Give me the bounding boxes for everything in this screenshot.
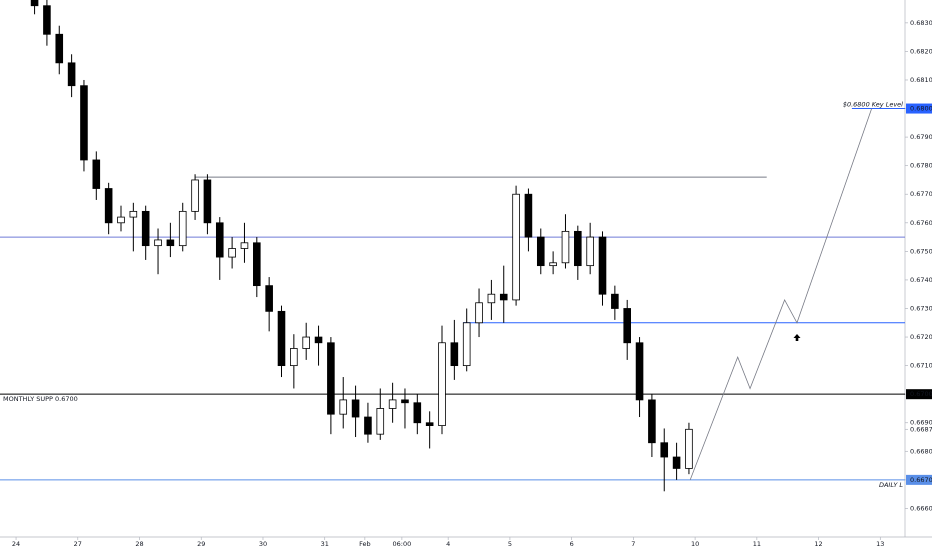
candle-body (376, 408, 385, 435)
candle-body (154, 239, 162, 247)
x-tick-label: Feb (359, 540, 371, 548)
x-tick-label: 29 (197, 540, 205, 548)
candle-body (92, 159, 101, 189)
candle-body (648, 399, 656, 444)
candle-body (290, 348, 298, 367)
candle-body (574, 230, 582, 267)
x-tick-label: 12 (814, 540, 822, 548)
candle-body (524, 193, 533, 238)
candle-body (549, 262, 557, 267)
candle-body (499, 293, 508, 301)
candle-body (401, 399, 409, 404)
candle-body (80, 85, 88, 161)
level-label: $0.6800 Key Level (843, 101, 903, 109)
x-tick-label: 7 (631, 540, 635, 548)
candle-body (178, 210, 187, 247)
price-tag (906, 389, 932, 400)
up-arrow (793, 334, 801, 341)
candle-body (327, 342, 335, 415)
candle-body (228, 248, 236, 258)
x-tick-label: 27 (74, 540, 82, 548)
candle-body (30, 0, 39, 7)
x-tick-label: 5 (508, 540, 512, 548)
x-tick-label: 06:00 (393, 540, 412, 548)
x-tick-label: 11 (753, 540, 761, 548)
candle-body (635, 342, 644, 401)
candle-body (425, 422, 434, 427)
candle-body (253, 242, 261, 287)
candle-body (512, 193, 520, 301)
candle-body (438, 342, 446, 427)
x-tick-label: 31 (321, 540, 329, 548)
candle-body (141, 210, 150, 247)
y-tick-label: 0.66877 (910, 425, 932, 433)
candle-body (685, 428, 693, 469)
candle-body (586, 236, 594, 267)
candle-body (611, 293, 619, 309)
level-label: MONTHLY SUPP 0.6700 (3, 395, 78, 403)
candle-body (129, 210, 138, 218)
x-tick-label: 4 (446, 540, 450, 548)
candle-body (364, 416, 372, 435)
candle-body (215, 222, 224, 258)
candle-body (191, 179, 199, 212)
x-tick-label: 10 (691, 540, 699, 548)
price-tag (906, 103, 932, 114)
candle-body (203, 179, 212, 224)
x-tick-label: 24 (12, 540, 20, 548)
candle-body (672, 456, 681, 469)
candle-body (339, 399, 348, 415)
candle-body (117, 216, 125, 224)
candle-body (487, 293, 496, 304)
candle-body (351, 399, 360, 418)
candle-body (475, 302, 483, 324)
projection-line (689, 108, 873, 481)
candle-body (265, 285, 273, 312)
price-tag (906, 474, 932, 485)
y-tick-label: 0.66600 (910, 504, 932, 512)
candle-body (240, 242, 249, 249)
x-tick-label: 28 (135, 540, 143, 548)
x-tick-label: 13 (876, 540, 884, 548)
candle-body (43, 5, 51, 35)
candle-body (660, 442, 669, 458)
candle-body (388, 399, 397, 409)
x-tick-label: 30 (259, 540, 267, 548)
candle-body (302, 336, 310, 349)
candle-body (536, 236, 545, 267)
candle-body (104, 188, 113, 224)
candle-body (314, 336, 323, 344)
level-label: DAILY L (879, 481, 903, 489)
candle-body (623, 308, 631, 344)
x-tick-label: 6 (570, 540, 574, 548)
candle-body (561, 230, 570, 264)
candle-body (166, 239, 175, 247)
candle-body (462, 322, 471, 367)
candle-body (413, 402, 422, 424)
candle-body (450, 342, 459, 367)
candle-body (277, 310, 286, 367)
candle-body (55, 33, 64, 64)
candle-body (598, 236, 607, 295)
candle-body (67, 62, 76, 87)
